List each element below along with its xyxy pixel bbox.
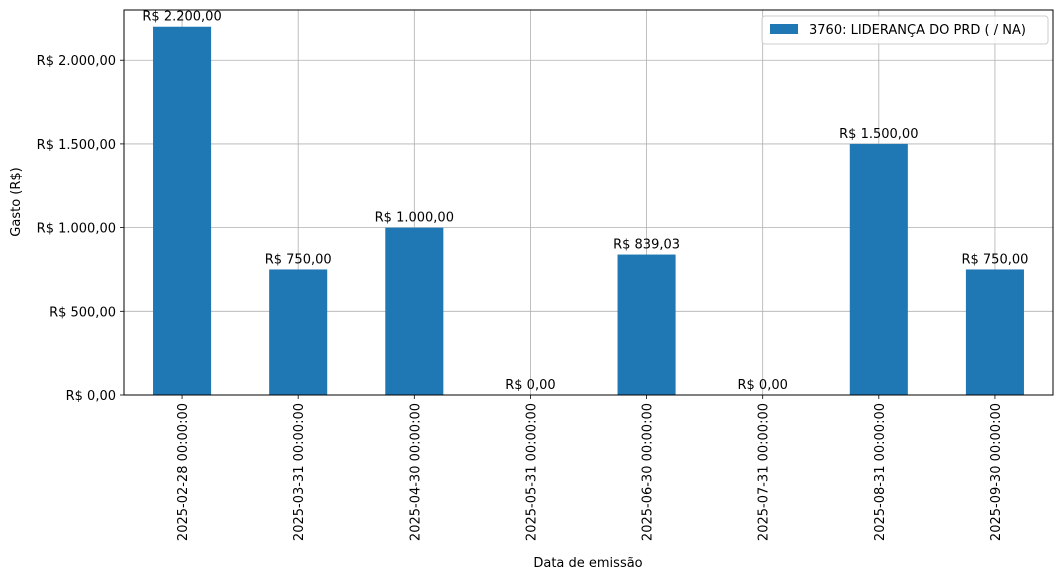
y-tick-label: R$ 500,00 <box>49 305 116 320</box>
bar-value-label: R$ 1.500,00 <box>839 127 918 142</box>
x-tick-label: 2025-06-30 00:00:00 <box>641 403 656 541</box>
bar-value-label: R$ 839,03 <box>613 238 680 253</box>
y-axis-ticks: R$ 0,00 R$ 500,00 R$ 1.000,00 R$ 1.500,00 R$… <box>37 54 124 404</box>
y-axis-title: Gasto (R$) <box>9 167 24 236</box>
legend-box <box>761 15 1049 45</box>
x-tick-label: 2025-03-31 00:00:00 <box>292 403 307 541</box>
y-tick-label: R$ 0,00 <box>66 389 116 404</box>
x-tick-label: 2025-05-31 00:00:00 <box>524 403 539 541</box>
x-axis-title: Data de emissão <box>533 556 642 571</box>
bar-value-label: R$ 0,00 <box>737 378 787 393</box>
legend: 3760: LIDERANÇA DO PRD ( / NA) <box>761 15 1049 45</box>
plot-frame <box>123 9 1054 396</box>
bar-value-label: R$ 750,00 <box>265 252 332 267</box>
bar <box>269 269 328 395</box>
bar <box>965 269 1024 395</box>
bar <box>385 227 444 395</box>
x-axis-ticks: 2025-02-28 00:00:00 2025-03-31 00:00:00 20… <box>176 395 1004 541</box>
bar <box>849 143 908 395</box>
x-tick-label: 2025-04-30 00:00:00 <box>408 403 423 541</box>
bar-value-label: R$ 2.200,00 <box>142 10 221 25</box>
y-tick-label: R$ 1.000,00 <box>37 222 116 237</box>
bars <box>153 26 1024 395</box>
grid <box>124 10 1053 396</box>
x-tick-label: 2025-02-28 00:00:00 <box>176 403 191 541</box>
x-tick-label: 2025-07-31 00:00:00 <box>757 403 772 541</box>
bar <box>153 26 212 395</box>
plot-border <box>123 9 1054 396</box>
y-tick-label: R$ 1.500,00 <box>37 138 116 153</box>
x-tick-label: 2025-08-31 00:00:00 <box>873 403 888 541</box>
bar-value-label: R$ 1.000,00 <box>375 211 454 226</box>
bar-value-label: R$ 750,00 <box>961 252 1028 267</box>
legend-swatch <box>770 24 798 34</box>
legend-label: 3760: LIDERANÇA DO PRD ( / NA) <box>809 23 1026 38</box>
data-labels: R$ 2.200,00 R$ 750,00 R$ 1.000,00 R$ 0,00 R$… <box>142 10 1028 393</box>
bar-value-label: R$ 0,00 <box>505 378 555 393</box>
x-tick-label: 2025-09-30 00:00:00 <box>989 403 1004 541</box>
y-tick-label: R$ 2.000,00 <box>37 54 116 69</box>
bar <box>617 254 676 395</box>
